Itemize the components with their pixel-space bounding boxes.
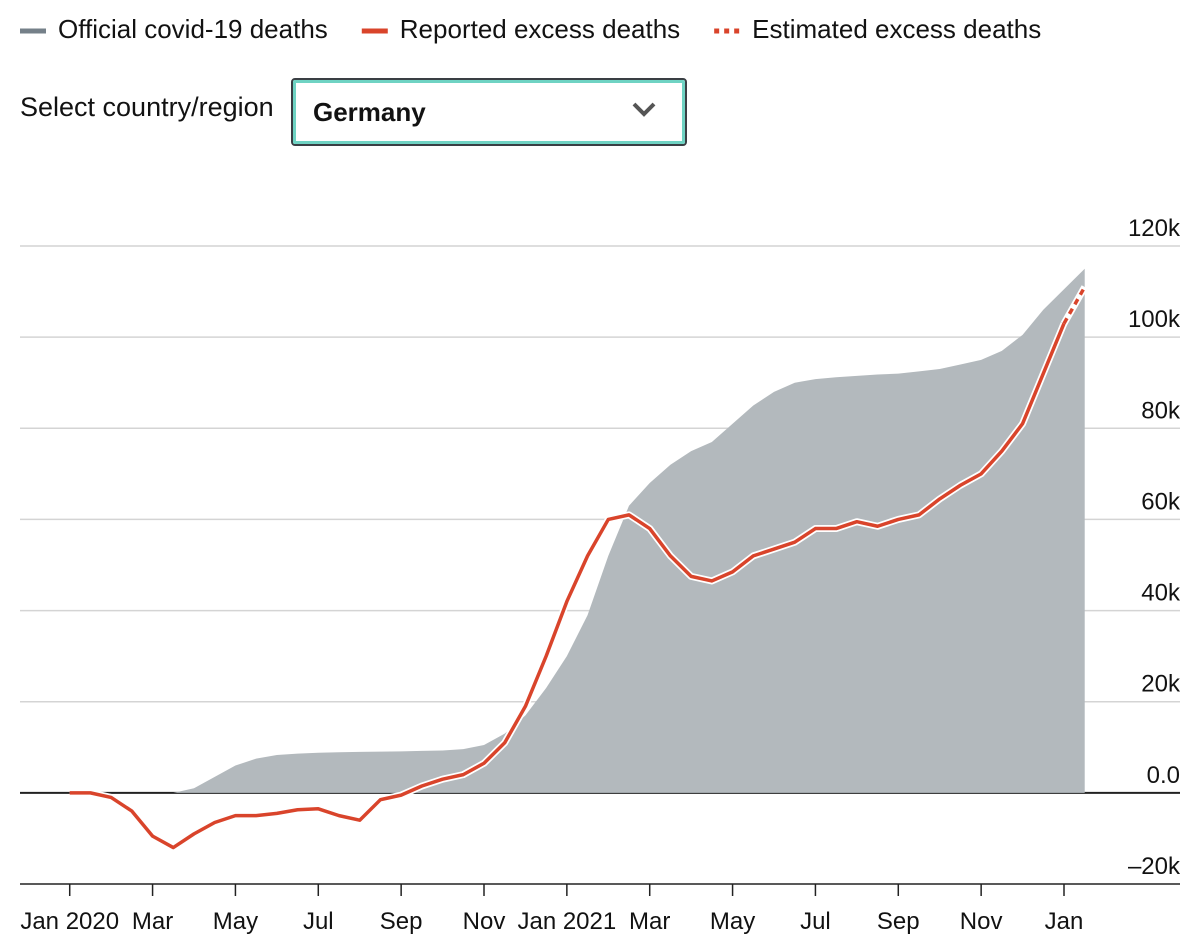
legend-item: Official covid-19 deaths <box>20 14 328 44</box>
x-tick-label: Mar <box>629 908 670 935</box>
legend-label: Estimated excess deaths <box>752 14 1041 44</box>
x-tick-label: May <box>710 908 755 935</box>
country-select[interactable]: Germany <box>291 78 687 146</box>
y-tick-label: 40k <box>1141 580 1181 607</box>
y-tick-label: 120k <box>1128 215 1181 242</box>
line-halo <box>69 322 1068 852</box>
x-tick-label: Mar <box>132 908 173 935</box>
x-tick-label: May <box>213 908 258 935</box>
y-tick-label: 100k <box>1128 306 1181 333</box>
legend-label: Reported excess deaths <box>400 14 680 44</box>
x-tick-label: Sep <box>380 908 423 935</box>
line-halo <box>1060 285 1088 326</box>
select-border <box>293 80 685 144</box>
select-label: Select country/region <box>20 92 274 122</box>
x-tick-label: Sep <box>877 908 920 935</box>
area <box>173 268 1085 793</box>
select-value[interactable]: Germany <box>313 97 426 127</box>
chevron-icon[interactable] <box>631 100 657 118</box>
line <box>69 322 1066 850</box>
legend-label: Official covid-19 deaths <box>58 14 328 44</box>
line <box>1062 286 1087 325</box>
x-tick-label: Jan 2020 <box>20 908 119 935</box>
y-tick-label: 60k <box>1141 488 1181 515</box>
x-tick-label: Nov <box>463 908 506 935</box>
x-tick-label: Jan <box>1045 908 1084 935</box>
x-tick-label: Jan 2021 <box>517 908 616 935</box>
y-tick-label: 20k <box>1141 671 1181 698</box>
legend-item: Reported excess deaths <box>361 14 680 44</box>
y-tick-label: 80k <box>1141 397 1181 424</box>
legend-item: Estimated excess deaths <box>714 14 1041 44</box>
x-tick-label: Jul <box>800 908 831 935</box>
y-tick-label: 0.0 <box>1147 762 1180 789</box>
y-tick-label: –20k <box>1128 853 1181 880</box>
x-tick-label: Nov <box>960 908 1003 935</box>
x-tick-label: Jul <box>303 908 334 935</box>
